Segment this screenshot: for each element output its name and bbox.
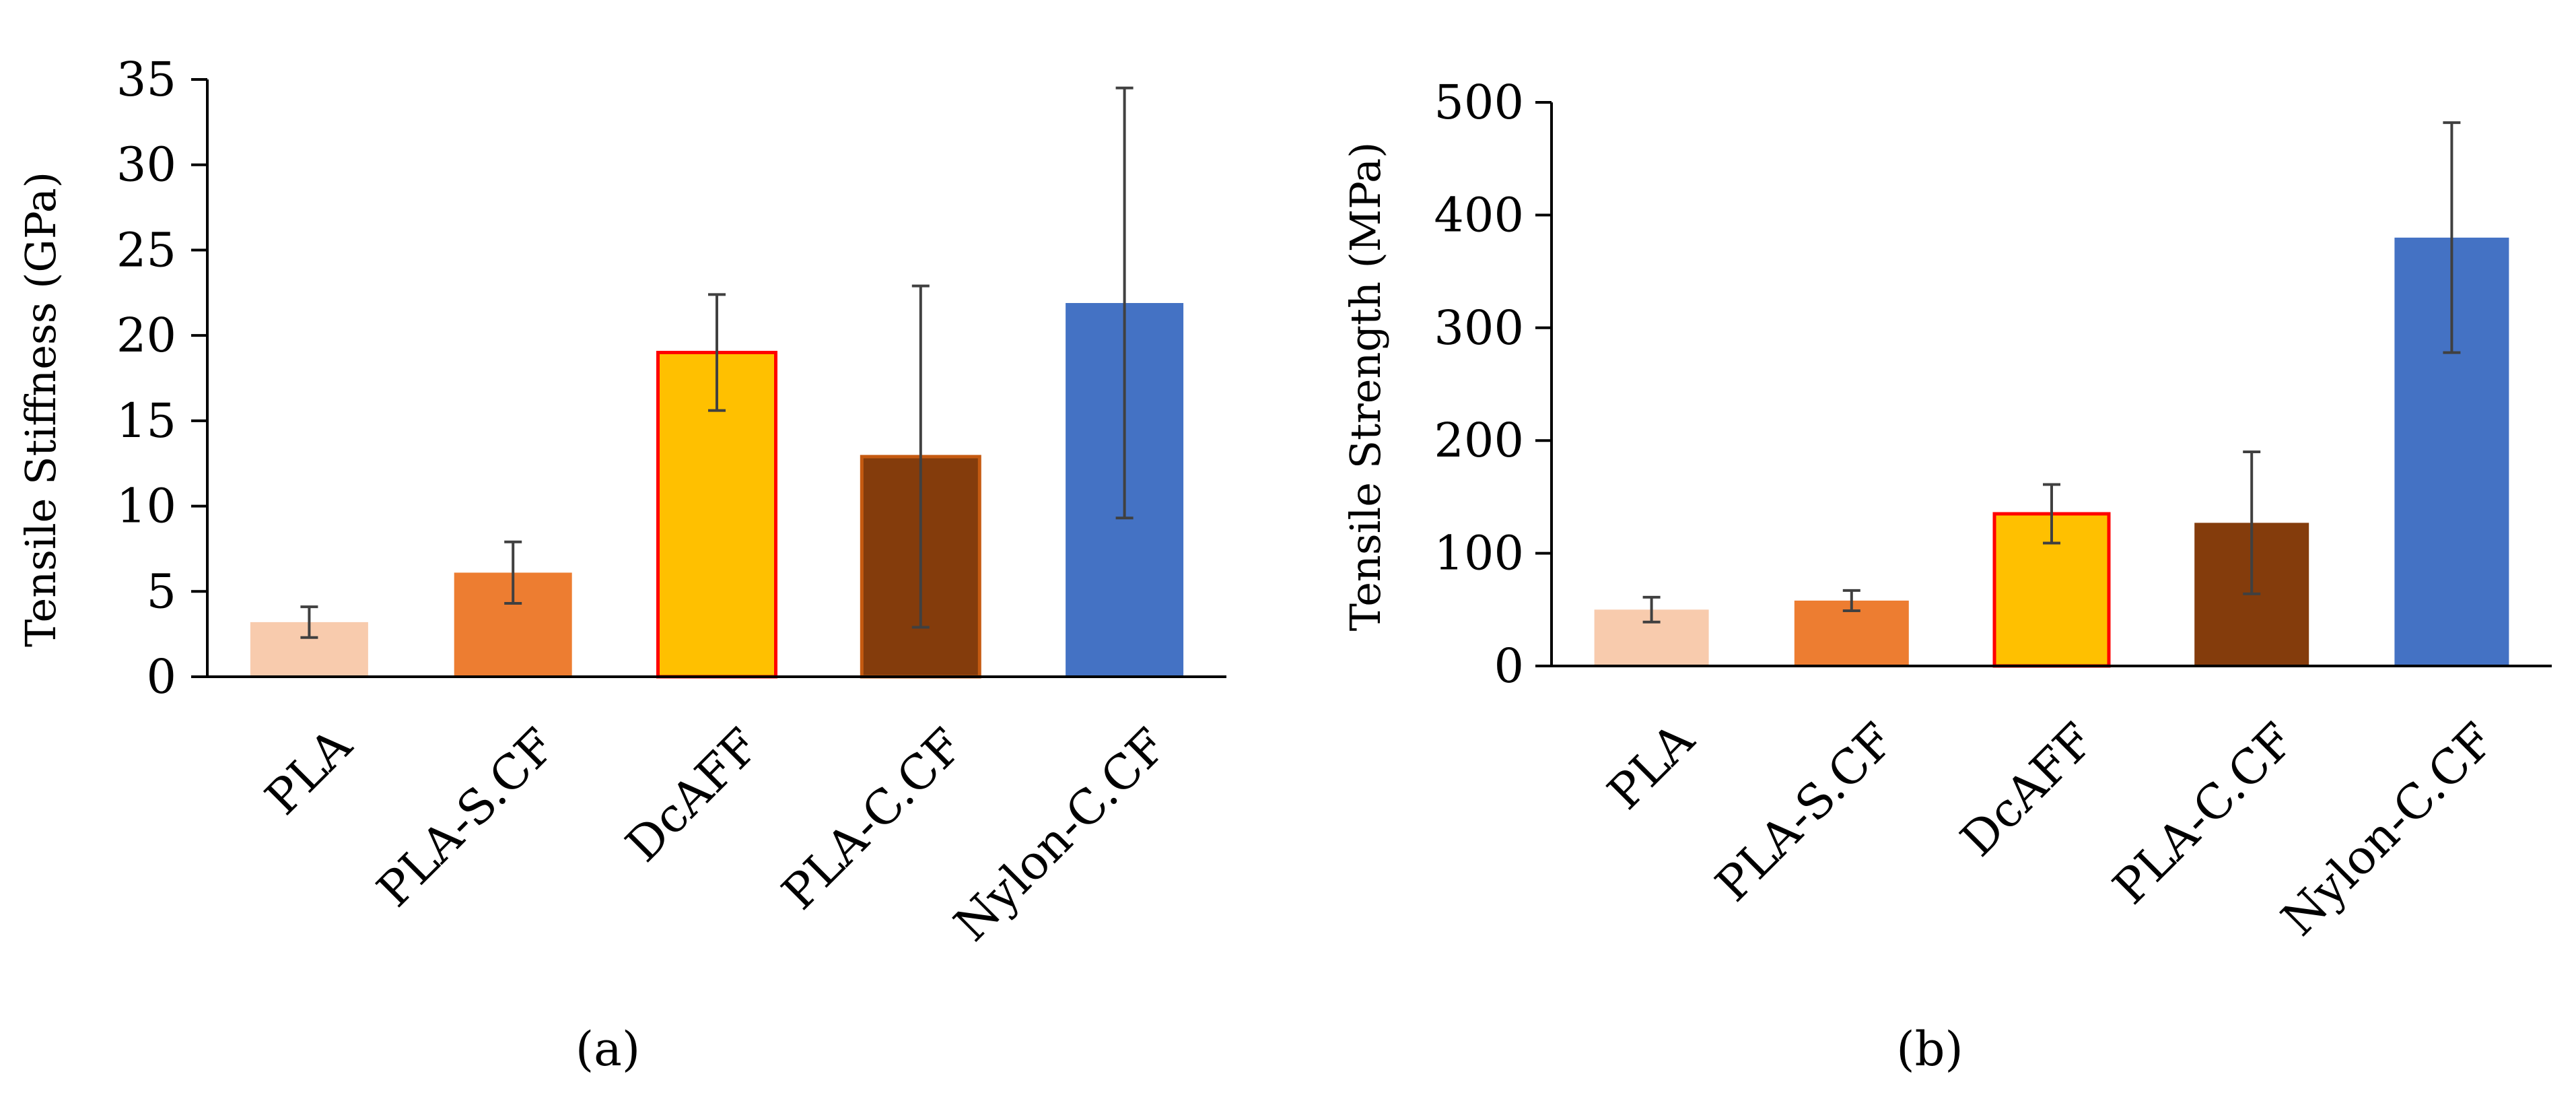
category-label: PLA-C.CF xyxy=(2102,712,2305,915)
y-tick-label: 25 xyxy=(116,222,176,277)
chart-panel-a: Tensile Stiffness (GPa) 0 5 10 15 20 25 30 35 PL… xyxy=(16,52,1226,1077)
y-tick-label: 20 xyxy=(116,308,176,363)
category-label: Nylon-C.CF xyxy=(2271,712,2505,947)
category-label: DcAFF xyxy=(1950,712,2105,867)
y-tick-label: 300 xyxy=(1434,300,1524,356)
y-tick-label: 0 xyxy=(146,649,176,704)
y-tick-label: 15 xyxy=(116,393,176,448)
y-axis-title: Tensile Stiffness (GPa) xyxy=(16,172,65,647)
y-axis-title: Tensile Strength (MPa) xyxy=(1341,142,1390,632)
category-label: PLA-C.CF xyxy=(771,718,974,921)
category-label: PLA-S.CF xyxy=(1705,712,1905,912)
category-label: PLA-S.CF xyxy=(366,718,566,918)
category-label: PLA xyxy=(1597,712,1705,820)
y-tick-label: 30 xyxy=(116,137,176,193)
y-tick-label: 100 xyxy=(1434,526,1524,581)
category-label: Nylon-C.CF xyxy=(944,718,1178,952)
y-tick-label: 200 xyxy=(1434,413,1524,468)
y-tick-label: 35 xyxy=(116,52,176,107)
chart-panel-b: Tensile Strength (MPa) 0 100 200 300 400 500 P… xyxy=(1341,75,2552,1077)
panel-caption: (b) xyxy=(1896,1022,1963,1077)
y-tick-label: 5 xyxy=(146,564,176,619)
panel-caption: (a) xyxy=(576,1022,640,1077)
y-tick-label: 400 xyxy=(1434,187,1524,242)
y-tick-label: 500 xyxy=(1434,75,1524,130)
category-label: DcAFF xyxy=(615,718,770,873)
category-label: PLA xyxy=(254,717,363,826)
y-tick-label: 10 xyxy=(116,479,176,534)
y-tick-label: 0 xyxy=(1494,638,1524,694)
